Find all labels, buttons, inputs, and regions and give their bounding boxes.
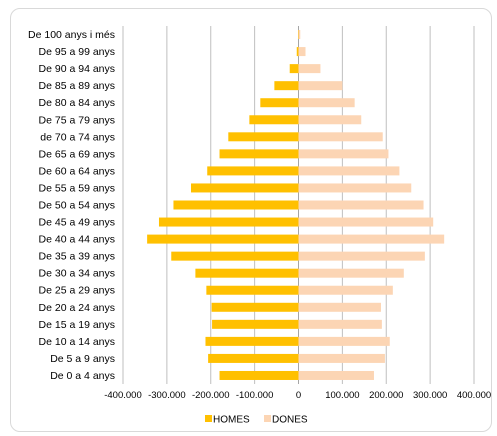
bar-dones-13 <box>298 251 425 261</box>
x-tick-label-1: -300.000 <box>148 390 186 401</box>
category-label-3: De 85 a 89 anys <box>39 80 115 92</box>
category-label-2: De 90 a 94 anys <box>39 63 115 75</box>
bar-homes-3 <box>274 81 299 91</box>
bar-dones-0 <box>298 30 301 40</box>
bar-dones-10 <box>298 200 424 210</box>
category-label-0: De 100 anys i més <box>28 29 115 41</box>
bar-dones-1 <box>298 47 306 57</box>
bar-homes-4 <box>260 98 299 108</box>
bar-dones-18 <box>298 336 390 346</box>
bar-homes-14 <box>195 268 299 278</box>
bar-homes-11 <box>158 217 299 227</box>
legend-swatch-dones <box>264 415 271 422</box>
bar-homes-12 <box>147 234 299 244</box>
x-tick-label-5: 100.000 <box>325 390 359 401</box>
bar-dones-19 <box>298 353 385 363</box>
category-labels: De 100 anys i més De 95 a 99 anys De 90 a … <box>28 29 115 382</box>
category-label-13: De 35 a 39 anys <box>39 251 115 263</box>
bar-homes-9 <box>191 183 299 193</box>
legend-label-dones: DONES <box>272 415 308 426</box>
bar-dones-9 <box>298 183 412 193</box>
bar-homes-6 <box>228 132 299 142</box>
category-label-7: De 65 a 69 anys <box>39 148 115 160</box>
category-label-20: De 0 a 4 anys <box>50 370 115 382</box>
bar-dones-20 <box>298 370 374 380</box>
bar-homes-5 <box>249 115 299 125</box>
bar-homes-2 <box>289 64 299 74</box>
category-label-11: De 45 a 49 anys <box>39 217 115 229</box>
bar-homes-18 <box>205 336 299 346</box>
bar-dones-3 <box>298 81 343 91</box>
category-label-10: De 50 a 54 anys <box>39 200 115 212</box>
bar-homes-13 <box>171 251 299 261</box>
bar-dones-4 <box>298 98 355 108</box>
bar-homes-1 <box>296 47 299 57</box>
x-tick-label-3: -100.000 <box>236 390 274 401</box>
category-label-8: De 60 a 64 anys <box>39 165 115 177</box>
category-label-18: De 10 a 14 anys <box>39 336 115 348</box>
legend: HOMES DONES <box>205 415 308 426</box>
bar-homes-7 <box>219 149 299 159</box>
bar-dones-5 <box>298 115 362 125</box>
bar-dones-14 <box>298 268 404 278</box>
bar-dones-7 <box>298 149 389 159</box>
bar-homes-15 <box>206 285 299 295</box>
legend-label-homes: HOMES <box>213 415 250 426</box>
category-label-12: De 40 a 44 anys <box>39 234 115 246</box>
category-label-17: De 15 a 19 anys <box>39 319 115 331</box>
bar-dones-12 <box>298 234 445 244</box>
legend-swatch-homes <box>205 415 212 422</box>
category-label-6: de 70 a 74 anys <box>40 131 115 143</box>
category-label-15: De 25 a 29 anys <box>39 285 115 297</box>
x-tick-label-0: -400.000 <box>104 390 142 401</box>
bar-homes-8 <box>207 166 299 176</box>
bar-dones-11 <box>298 217 434 227</box>
category-label-14: De 30 a 34 anys <box>39 268 115 280</box>
category-label-16: De 20 a 24 anys <box>39 302 115 314</box>
x-tick-label-8: 400.000 <box>457 390 491 401</box>
x-tick-label-4: 0 <box>296 390 301 401</box>
category-label-1: De 95 a 99 anys <box>39 46 115 58</box>
x-tick-labels: -400.000 -300.000 -200.000 -100.000 0 100.000… <box>104 390 491 401</box>
bar-dones-6 <box>298 132 383 142</box>
category-label-4: De 80 a 84 anys <box>39 97 115 109</box>
category-label-19: De 5 a 9 anys <box>50 353 115 365</box>
bars <box>147 30 445 380</box>
x-tick-label-6: 200.000 <box>369 390 403 401</box>
bar-homes-19 <box>208 353 299 363</box>
bar-dones-8 <box>298 166 400 176</box>
bar-homes-10 <box>173 200 299 210</box>
bar-dones-15 <box>298 285 393 295</box>
bar-homes-17 <box>212 319 299 329</box>
x-tick-label-2: -200.000 <box>192 390 230 401</box>
category-label-9: De 55 a 59 anys <box>39 182 115 194</box>
bar-homes-20 <box>219 370 299 380</box>
category-label-5: De 75 a 79 anys <box>39 114 115 126</box>
bar-dones-2 <box>298 64 321 74</box>
bar-homes-16 <box>211 302 299 312</box>
x-tick-label-7: 300.000 <box>413 390 447 401</box>
bar-dones-16 <box>298 302 381 312</box>
bar-dones-17 <box>298 319 382 329</box>
